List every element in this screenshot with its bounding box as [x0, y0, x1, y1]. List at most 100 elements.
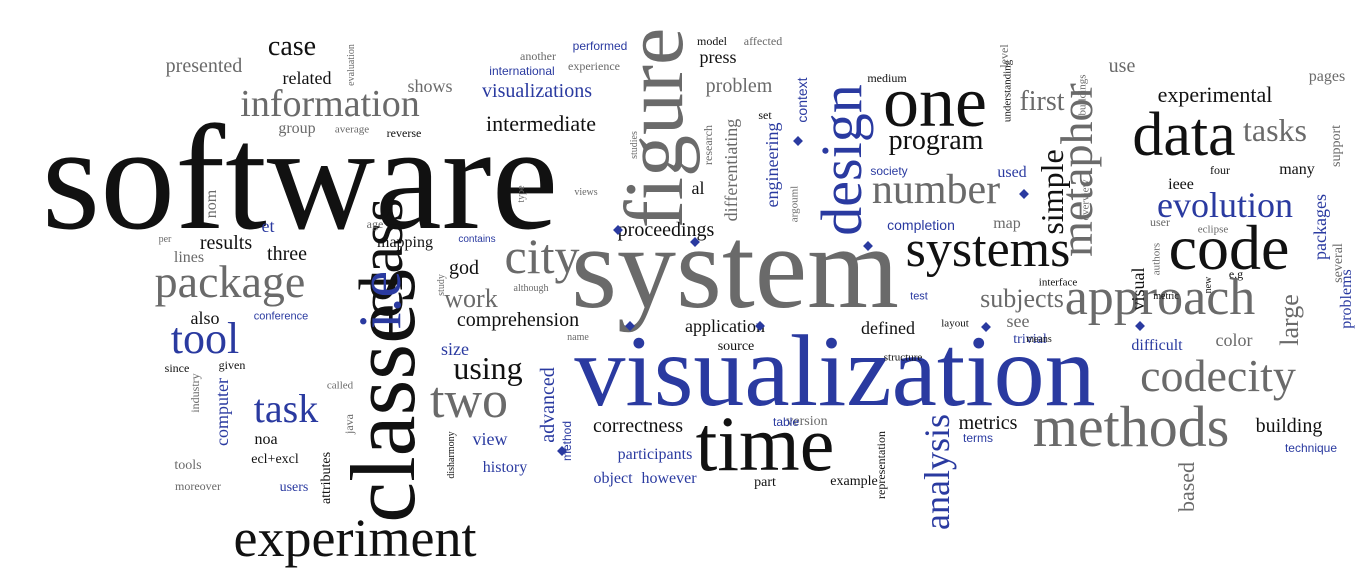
diamond-marker-icon [793, 136, 803, 146]
word-terms: terms [963, 431, 993, 445]
word-press: press [699, 47, 737, 67]
word-also: also [190, 308, 220, 328]
word-attributes: attributes [319, 451, 334, 505]
word-use: use [1108, 55, 1136, 77]
word-tool: tool [170, 314, 240, 363]
word-type: type [516, 185, 527, 203]
word-object: object [593, 470, 633, 487]
word-package: package [154, 256, 306, 307]
word-research: research [701, 125, 715, 165]
word-society: society [870, 164, 908, 178]
word-one: one [883, 62, 987, 142]
word-using: using [453, 350, 523, 386]
word-size: size [441, 339, 469, 359]
word-although: although [513, 283, 549, 294]
word-presented: presented [165, 55, 243, 77]
word-problem: problem [705, 75, 773, 97]
word-layout: layout [941, 317, 969, 330]
word-experiment: experiment [233, 508, 477, 568]
word-two: two [430, 372, 508, 429]
word-several: several [1331, 243, 1346, 283]
word-nom: nom [203, 189, 220, 219]
word-metrics: metrics [958, 412, 1018, 434]
word-table: table [772, 415, 800, 429]
word-case: case [267, 31, 317, 62]
word-work: work [444, 284, 498, 313]
word-per: per [158, 234, 172, 245]
word-first: first [1019, 86, 1065, 117]
word-subjects: subjects [980, 284, 1064, 313]
word-medium: medium [867, 71, 907, 85]
diamond-marker-icon [1019, 189, 1029, 199]
word-eclipse: eclipse [1197, 223, 1229, 236]
word-design: design [809, 84, 874, 236]
word-java: java [342, 414, 356, 434]
word-time: time [695, 400, 835, 487]
word-however: however [641, 470, 697, 487]
word-information: information [240, 83, 420, 125]
word-see: see [1006, 311, 1030, 331]
word-correctness: correctness [593, 415, 683, 437]
word-large: large [1275, 294, 1304, 346]
word-industry: industry [188, 373, 202, 413]
word-means: means [1026, 334, 1052, 345]
word-evolution: evolution [1157, 185, 1293, 225]
word-program: program [888, 125, 984, 156]
word-context: context [794, 77, 810, 123]
word-called: called [326, 379, 354, 392]
word-disharmony: disharmony [446, 431, 457, 479]
word-packages: packages [1310, 194, 1330, 260]
word-tasks: tasks [1243, 112, 1307, 148]
word-system: system [571, 202, 899, 333]
word-noa: noa [254, 431, 278, 448]
word-related: related [282, 68, 332, 88]
word-many: many [1279, 161, 1315, 178]
word-used: used [997, 164, 1027, 181]
word-shows: shows [407, 76, 453, 96]
word-codecity: codecity [1140, 350, 1296, 401]
word-ieee: ieee [1168, 176, 1194, 193]
word-proceedings: proceedings [617, 219, 715, 241]
word-analysis: analysis [917, 414, 957, 530]
word-overview: overview [1079, 179, 1092, 221]
word-metric: metric [1153, 291, 1179, 302]
word-studies: studies [629, 131, 640, 159]
word-pages: pages [1308, 68, 1346, 85]
word-al: al [691, 178, 705, 198]
word-moreover: moreover [175, 479, 221, 493]
word-ecl-excl: ecl+excl [251, 452, 299, 467]
word-name: name [567, 332, 589, 343]
word-study: study [436, 274, 447, 296]
word-differentiating: differentiating [721, 118, 741, 222]
word-given: given [218, 358, 246, 372]
word-buildings: buildings [1076, 74, 1089, 116]
word-simple: simple [1034, 149, 1070, 235]
word-part: part [754, 475, 776, 490]
word-number: number [871, 167, 1001, 213]
word-color: color [1215, 330, 1253, 350]
word-city: city [504, 228, 580, 284]
word-example: example [830, 474, 878, 489]
word-i-e: i.e [347, 270, 413, 330]
word-representation: representation [874, 431, 888, 499]
word-visual: visual [1128, 267, 1148, 311]
word-age: age [366, 217, 384, 231]
word-figure: figure [608, 27, 701, 229]
word-three: three [267, 243, 307, 265]
word-intermediate: intermediate [486, 111, 596, 136]
word-mapping: mapping [377, 234, 433, 251]
word-visualizations: visualizations [482, 80, 592, 102]
word-evaluation: evaluation [346, 44, 357, 86]
word-task: task [253, 386, 319, 431]
word-version: version [786, 414, 828, 429]
word-authors: authors [1150, 242, 1163, 276]
word-source: source [717, 339, 755, 354]
word-tools: tools [174, 458, 202, 473]
word-structure: structure [883, 351, 923, 364]
word-reverse: reverse [386, 126, 422, 140]
word-users: users [279, 480, 309, 495]
word-defined: defined [861, 318, 915, 338]
word-engineering: engineering [762, 122, 782, 208]
word-data: data [1132, 101, 1236, 169]
word-code: code [1168, 212, 1290, 283]
